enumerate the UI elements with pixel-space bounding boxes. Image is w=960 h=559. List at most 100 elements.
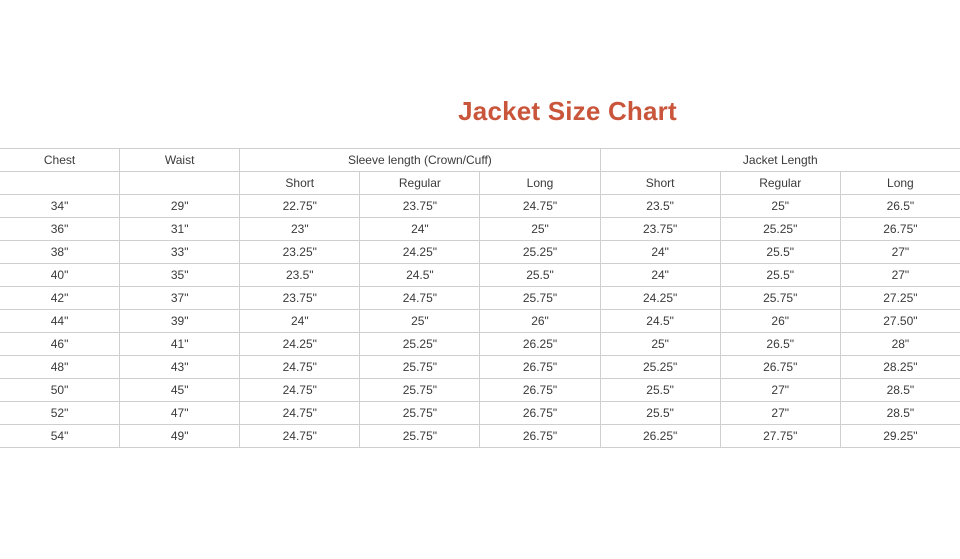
- table-cell: 23.5": [239, 263, 361, 287]
- table-cell: 26.5": [719, 332, 841, 356]
- table-cell: 27.50": [839, 309, 960, 333]
- table-cell: 39": [119, 309, 241, 333]
- table-cell: 25.25": [479, 240, 601, 264]
- table-cell: 42": [0, 286, 121, 310]
- table-cell: 25.5": [599, 401, 721, 425]
- table-cell: 23": [239, 217, 361, 241]
- table-row: 38" 33" 23.25" 24.25" 25.25" 24" 25.5" 27": [0, 240, 960, 264]
- table-cell: 25.75": [359, 401, 481, 425]
- table-cell: 38": [0, 240, 121, 264]
- subheader-empty: [119, 171, 241, 195]
- table-cell: 26": [479, 309, 601, 333]
- table-cell: 33": [119, 240, 241, 264]
- table-cell: 25": [359, 309, 481, 333]
- table-cell: 36": [0, 217, 121, 241]
- table-cell: 25.25": [359, 332, 481, 356]
- table-row: 48" 43" 24.75" 25.75" 26.75" 25.25" 26.75" 28.2…: [0, 355, 960, 379]
- table-cell: 25.75": [719, 286, 841, 310]
- subheader-row: Short Regular Long Short Regular Long: [0, 171, 960, 195]
- header-waist: Waist: [119, 148, 241, 172]
- table-cell: 46": [0, 332, 121, 356]
- table-cell: 41": [119, 332, 241, 356]
- table-cell: 25.75": [359, 355, 481, 379]
- table-cell: 29.25": [839, 424, 960, 448]
- table-cell: 25.5": [719, 263, 841, 287]
- table-cell: 24.5": [359, 263, 481, 287]
- table-cell: 31": [119, 217, 241, 241]
- table-cell: 45": [119, 378, 241, 402]
- table-cell: 25.75": [359, 378, 481, 402]
- table-cell: 49": [119, 424, 241, 448]
- table-cell: 48": [0, 355, 121, 379]
- subheader-jacket-regular: Regular: [719, 171, 841, 195]
- table-cell: 23.5": [599, 194, 721, 218]
- table-cell: 25": [479, 217, 601, 241]
- table-cell: 24.75": [359, 286, 481, 310]
- table-cell: 24.25": [359, 240, 481, 264]
- table-cell: 25.5": [719, 240, 841, 264]
- table-cell: 26.75": [719, 355, 841, 379]
- table-cell: 26.75": [479, 355, 601, 379]
- table-cell: 24.75": [239, 424, 361, 448]
- table-cell: 28": [839, 332, 960, 356]
- table-cell: 54": [0, 424, 121, 448]
- table-cell: 28.5": [839, 378, 960, 402]
- table-cell: 29": [119, 194, 241, 218]
- table-cell: 23.25": [239, 240, 361, 264]
- table-cell: 35": [119, 263, 241, 287]
- table-cell: 24.25": [239, 332, 361, 356]
- table-cell: 27": [839, 263, 960, 287]
- table-cell: 27": [839, 240, 960, 264]
- table-cell: 22.75": [239, 194, 361, 218]
- table-cell: 44": [0, 309, 121, 333]
- subheader-jacket-long: Long: [839, 171, 960, 195]
- size-chart-table: Chest Waist Sleeve length (Crown/Cuff) J…: [0, 148, 960, 448]
- header-chest: Chest: [0, 148, 121, 172]
- table-cell: 26.25": [599, 424, 721, 448]
- table-cell: 28.5": [839, 401, 960, 425]
- table-row: 52" 47" 24.75" 25.75" 26.75" 25.5" 27" 28.5": [0, 401, 960, 425]
- table-row: 40" 35" 23.5" 24.5" 25.5" 24" 25.5" 27": [0, 263, 960, 287]
- table-cell: 27.25": [839, 286, 960, 310]
- table-row: 54" 49" 24.75" 25.75" 26.75" 26.25" 27.75" 29.2…: [0, 424, 960, 448]
- table-cell: 25.5": [479, 263, 601, 287]
- table-cell: 25.75": [479, 286, 601, 310]
- table-cell: 26.5": [839, 194, 960, 218]
- table-cell: 24.75": [239, 355, 361, 379]
- table-cell: 24": [239, 309, 361, 333]
- table-cell: 34": [0, 194, 121, 218]
- table-cell: 26.75": [839, 217, 960, 241]
- table-cell: 47": [119, 401, 241, 425]
- subheader-sleeve-regular: Regular: [359, 171, 481, 195]
- table-cell: 52": [0, 401, 121, 425]
- table-cell: 27.75": [719, 424, 841, 448]
- subheader-sleeve-short: Short: [239, 171, 361, 195]
- table-cell: 37": [119, 286, 241, 310]
- table-cell: 25": [599, 332, 721, 356]
- table-cell: 40": [0, 263, 121, 287]
- table-cell: 24.75": [479, 194, 601, 218]
- header-row: Chest Waist Sleeve length (Crown/Cuff) J…: [0, 148, 960, 172]
- table-cell: 24.5": [599, 309, 721, 333]
- table-cell: 24.75": [239, 401, 361, 425]
- table-cell: 43": [119, 355, 241, 379]
- table-cell: 25": [719, 194, 841, 218]
- table-cell: 25.25": [599, 355, 721, 379]
- header-jacket-length: Jacket Length: [599, 148, 960, 172]
- chart-title: Jacket Size Chart: [458, 96, 677, 126]
- table-row: 34" 29" 22.75" 23.75" 24.75" 23.5" 25" 26.5": [0, 194, 960, 218]
- table-cell: 24.75": [239, 378, 361, 402]
- table-cell: 27": [719, 378, 841, 402]
- table-cell: 23.75": [359, 194, 481, 218]
- table-cell: 25.5": [599, 378, 721, 402]
- header-sleeve-length: Sleeve length (Crown/Cuff): [239, 148, 601, 172]
- table-row: 44" 39" 24" 25" 26" 24.5" 26" 27.50": [0, 309, 960, 333]
- table-row: 46" 41" 24.25" 25.25" 26.25" 25" 26.5" 28": [0, 332, 960, 356]
- subheader-sleeve-long: Long: [479, 171, 601, 195]
- table-row: 50" 45" 24.75" 25.75" 26.75" 25.5" 27" 28.5": [0, 378, 960, 402]
- table-row: 36" 31" 23" 24" 25" 23.75" 25.25" 26.75": [0, 217, 960, 241]
- table-cell: 23.75": [599, 217, 721, 241]
- table-cell: 24": [599, 240, 721, 264]
- table-cell: 26": [719, 309, 841, 333]
- table-cell: 27": [719, 401, 841, 425]
